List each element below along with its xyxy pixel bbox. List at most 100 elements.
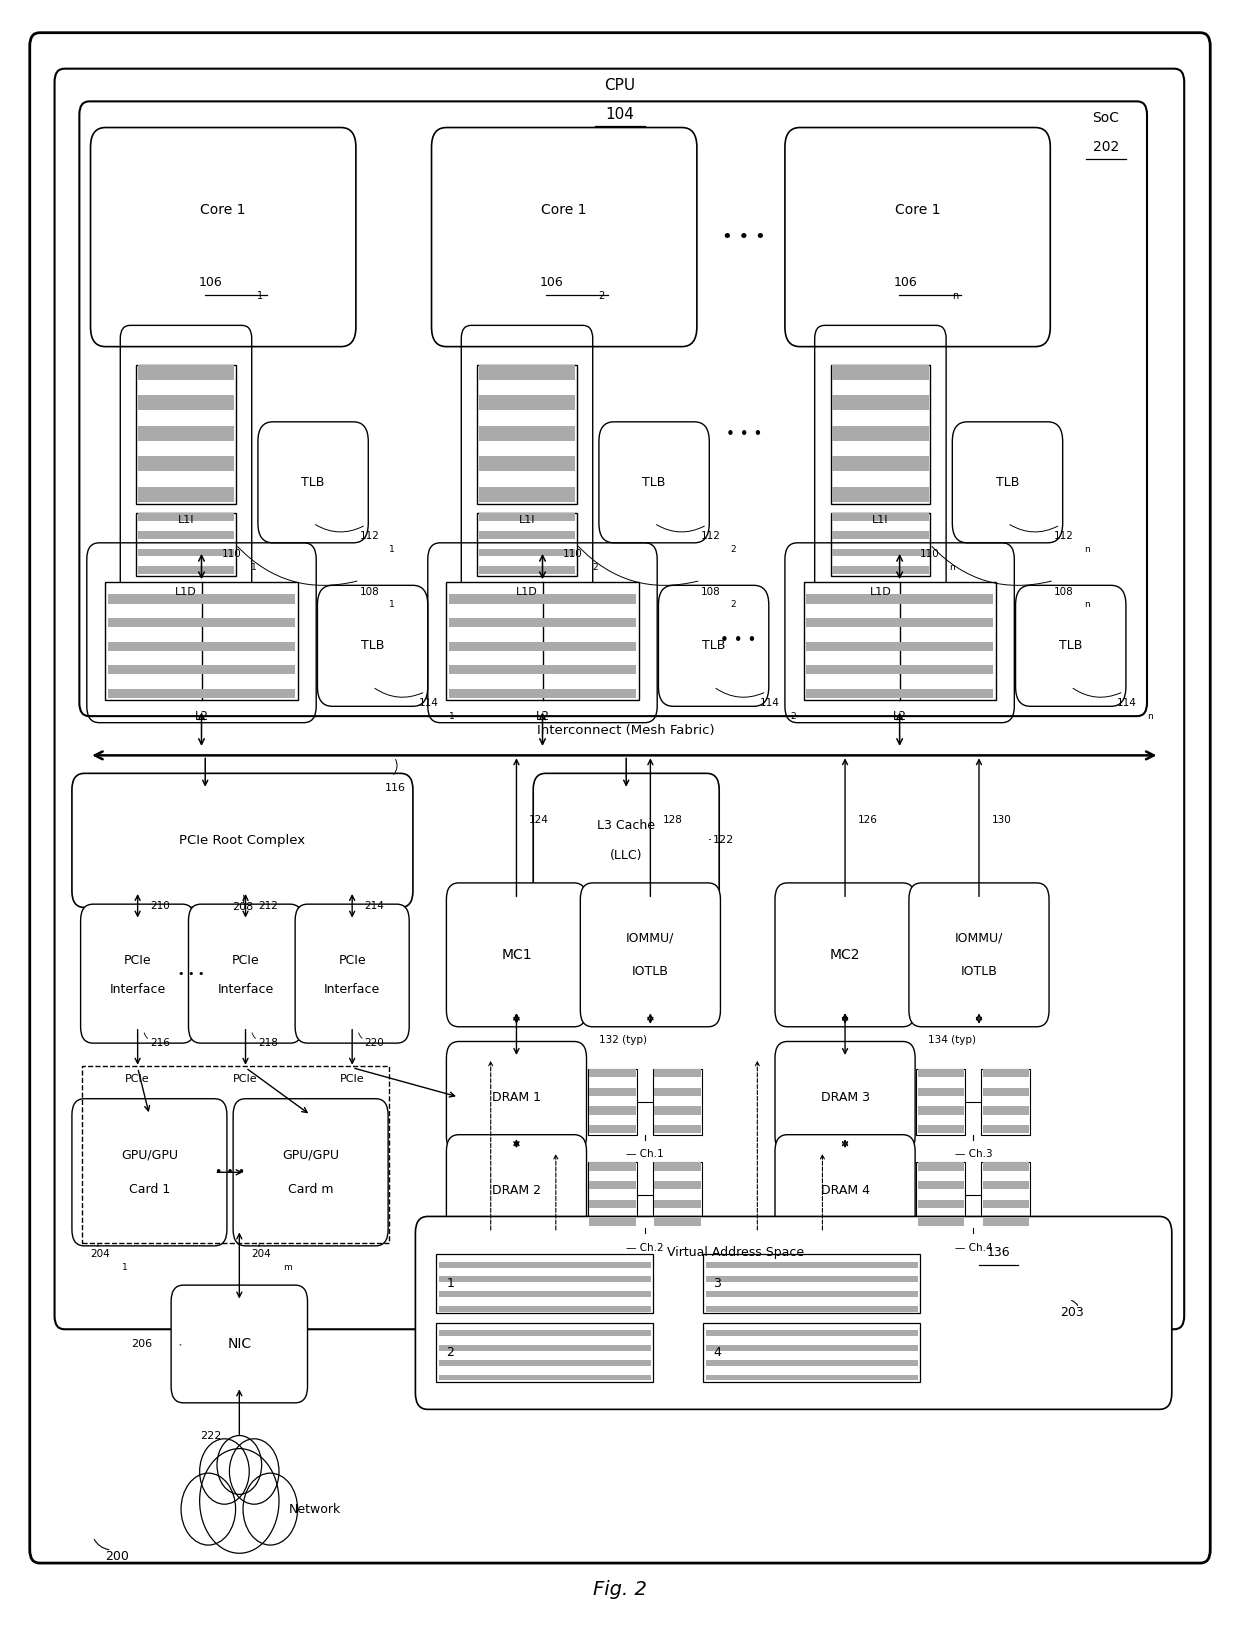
Bar	[138, 513, 234, 522]
Text: 202: 202	[1092, 141, 1120, 154]
Bar	[804, 582, 996, 700]
Bar	[982, 1087, 1029, 1095]
Bar	[832, 365, 929, 379]
Bar	[589, 1200, 636, 1208]
Text: DRAM 4: DRAM 4	[821, 1184, 869, 1197]
Text: 204: 204	[252, 1249, 272, 1259]
Text: m: m	[283, 1262, 291, 1272]
Bar	[439, 1277, 651, 1282]
Bar	[589, 1125, 636, 1133]
Text: PCIe: PCIe	[233, 1074, 258, 1084]
Text: PCIe: PCIe	[232, 955, 259, 968]
Text: Interface: Interface	[109, 983, 166, 996]
FancyBboxPatch shape	[952, 422, 1063, 543]
Text: SoC: SoC	[1092, 111, 1120, 124]
Text: 216: 216	[150, 1038, 170, 1048]
Text: 2: 2	[446, 1346, 454, 1359]
Bar	[446, 582, 639, 700]
Bar	[138, 456, 234, 471]
Bar	[439, 1360, 651, 1365]
Bar	[652, 1162, 702, 1228]
Bar	[138, 566, 234, 574]
Bar	[653, 1162, 701, 1171]
FancyBboxPatch shape	[533, 773, 719, 907]
Text: 112: 112	[701, 531, 720, 541]
Text: PCIe: PCIe	[124, 955, 151, 968]
Bar	[589, 1087, 636, 1095]
Bar	[981, 1069, 1030, 1135]
Text: 1: 1	[122, 1262, 128, 1272]
Bar	[982, 1107, 1029, 1115]
FancyBboxPatch shape	[775, 1041, 915, 1153]
Bar	[436, 1323, 653, 1382]
Text: IOTLB: IOTLB	[961, 965, 997, 978]
Bar	[108, 665, 295, 675]
FancyBboxPatch shape	[1016, 585, 1126, 706]
Bar	[806, 688, 993, 698]
Text: n: n	[1084, 600, 1090, 610]
Bar	[706, 1292, 918, 1297]
Text: L3 Cache: L3 Cache	[598, 819, 655, 832]
FancyBboxPatch shape	[432, 128, 697, 347]
Text: IOTLB: IOTLB	[632, 965, 668, 978]
FancyBboxPatch shape	[295, 904, 409, 1043]
Text: 4: 4	[713, 1346, 720, 1359]
Text: PCIe: PCIe	[339, 955, 366, 968]
Text: 110: 110	[920, 549, 939, 559]
Text: CPU: CPU	[604, 77, 636, 93]
Bar	[832, 456, 929, 471]
Bar	[706, 1277, 918, 1282]
Text: MC2: MC2	[830, 948, 861, 961]
Text: GPU/GPU: GPU/GPU	[283, 1149, 339, 1161]
Bar	[449, 665, 636, 675]
Text: L1D: L1D	[869, 587, 892, 597]
Bar	[918, 1162, 965, 1171]
Bar	[832, 513, 929, 522]
FancyBboxPatch shape	[171, 1285, 308, 1403]
Bar	[832, 396, 929, 410]
Bar	[136, 365, 236, 504]
Bar	[138, 549, 234, 556]
Bar	[982, 1125, 1029, 1133]
Bar	[706, 1360, 918, 1365]
Text: TLB: TLB	[642, 476, 666, 489]
Bar	[918, 1107, 965, 1115]
Text: 130: 130	[992, 816, 1011, 826]
Bar	[653, 1200, 701, 1208]
Text: 116: 116	[384, 783, 405, 793]
Bar	[108, 641, 295, 651]
Bar	[652, 1069, 702, 1135]
FancyBboxPatch shape	[785, 128, 1050, 347]
Text: 204: 204	[91, 1249, 110, 1259]
Bar	[479, 549, 575, 556]
Bar	[108, 618, 295, 628]
Circle shape	[200, 1449, 279, 1553]
Bar	[138, 365, 234, 379]
Text: PCIe: PCIe	[340, 1074, 365, 1084]
Bar	[806, 595, 993, 603]
Text: 218: 218	[258, 1038, 278, 1048]
Bar	[449, 595, 636, 603]
FancyBboxPatch shape	[317, 585, 428, 706]
Text: Core 1: Core 1	[201, 203, 246, 217]
Text: L1I: L1I	[518, 515, 536, 525]
Bar	[918, 1069, 965, 1077]
Bar	[703, 1254, 920, 1313]
FancyBboxPatch shape	[446, 883, 587, 1027]
Text: L1I: L1I	[872, 515, 889, 525]
Text: 106: 106	[539, 276, 564, 288]
Bar	[653, 1218, 701, 1226]
Text: IOMMU/: IOMMU/	[626, 932, 675, 945]
Text: Fig. 2: Fig. 2	[593, 1579, 647, 1599]
Bar	[439, 1346, 651, 1351]
Text: 1: 1	[389, 544, 396, 554]
Bar	[136, 513, 236, 576]
Text: 2: 2	[593, 562, 598, 572]
Text: 203: 203	[1060, 1306, 1084, 1319]
Bar	[832, 487, 929, 502]
Bar	[138, 425, 234, 441]
Bar	[806, 665, 993, 675]
Bar	[589, 1218, 636, 1226]
Bar	[138, 487, 234, 502]
Text: 110: 110	[221, 549, 241, 559]
